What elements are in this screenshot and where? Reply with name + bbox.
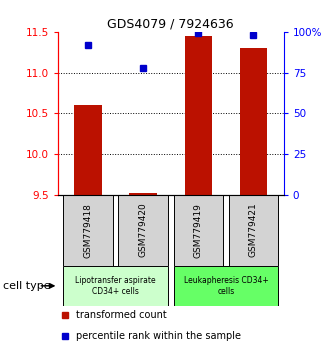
Bar [63,266,168,306]
Bar [63,195,113,266]
Bar [174,195,223,266]
Bar [74,105,102,195]
Title: GDS4079 / 7924636: GDS4079 / 7924636 [108,18,234,31]
Text: GSM779419: GSM779419 [194,202,203,258]
Bar [118,195,168,266]
Text: GSM779420: GSM779420 [139,203,148,257]
Text: Lipotransfer aspirate
CD34+ cells: Lipotransfer aspirate CD34+ cells [75,276,156,296]
Text: transformed count: transformed count [76,310,167,320]
Text: GSM779421: GSM779421 [249,203,258,257]
Bar [129,193,157,195]
Text: GSM779418: GSM779418 [83,202,93,258]
Bar [184,36,212,195]
Text: cell type: cell type [3,281,51,291]
Bar [229,195,278,266]
Text: percentile rank within the sample: percentile rank within the sample [76,331,241,341]
Bar [174,266,278,306]
Text: Leukapheresis CD34+
cells: Leukapheresis CD34+ cells [183,276,268,296]
Bar [240,48,267,195]
